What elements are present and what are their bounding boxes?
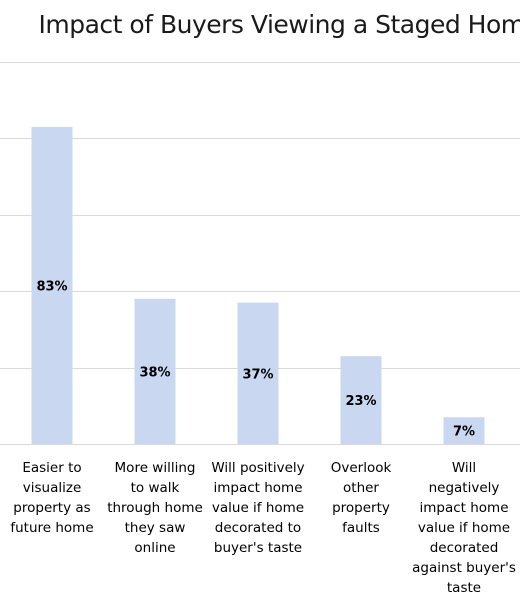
tick-label: against buyer's (412, 560, 516, 576)
tick-label: impact home (213, 480, 302, 496)
tick-label: buyer's taste (214, 540, 302, 556)
bar (443, 417, 485, 444)
tick-label: More willing (115, 460, 196, 476)
bar (134, 298, 176, 444)
tick-label: faults (342, 520, 380, 536)
tick-label: value if home (212, 500, 304, 516)
bar (340, 356, 382, 444)
tick-label: value if home (418, 520, 510, 536)
tick-label: impact home (419, 500, 508, 516)
tick-label: to walk (131, 480, 180, 496)
tick-label: other (343, 480, 379, 496)
tick-label: through home (107, 500, 203, 516)
chart-title: Impact of Buyers Viewing a Staged Home (38, 10, 520, 39)
tick-label: Will positively (211, 460, 304, 476)
tick-label: taste (447, 580, 481, 596)
tick-label: they saw (125, 520, 186, 536)
tick-label: online (134, 540, 175, 556)
tick-label: decorated (430, 540, 499, 556)
tick-label: visualize (23, 480, 82, 496)
bar (237, 302, 279, 444)
data-label: 23% (345, 394, 376, 409)
data-label: 83% (36, 279, 67, 294)
tick-label: property as (13, 500, 90, 516)
tick-label: negatively (429, 480, 500, 496)
tick-label: future home (10, 520, 93, 536)
tick-label: Will (452, 460, 476, 476)
tick-label: Easier to (22, 460, 81, 476)
tick-label: Overlook (331, 460, 392, 476)
bar (31, 126, 73, 444)
data-label: 37% (242, 367, 273, 382)
data-label: 38% (139, 365, 170, 380)
tick-label: property (332, 500, 390, 516)
tick-label: decorated to (215, 520, 301, 536)
data-label: 7% (453, 425, 475, 440)
